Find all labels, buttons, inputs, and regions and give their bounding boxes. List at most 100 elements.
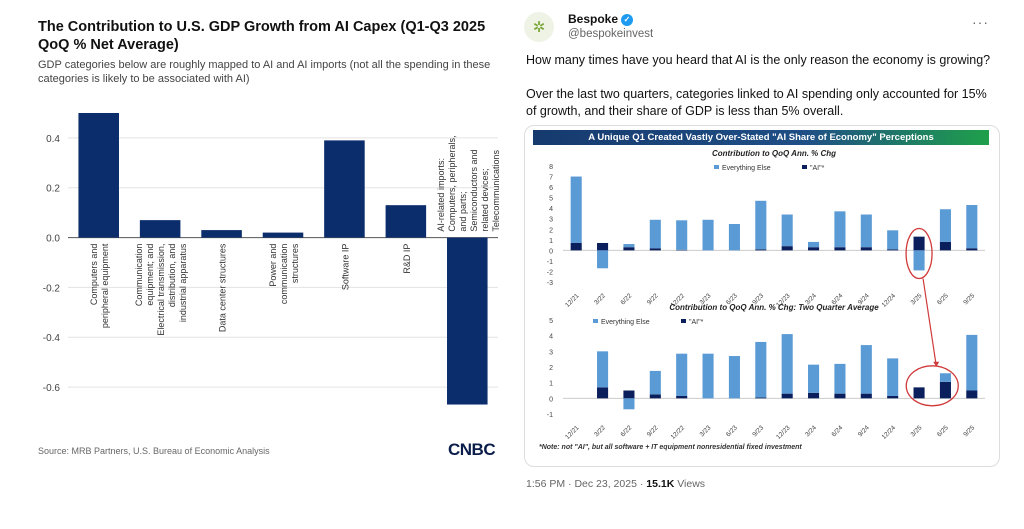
legend-label-everything-else: Everything Else — [722, 165, 771, 172]
x-tick-label: 12/21 — [564, 292, 581, 309]
x-tick-label: 6/23 — [725, 424, 739, 438]
source-note: Source: MRB Partners, U.S. Bureau of Eco… — [38, 446, 270, 456]
ai-bar — [649, 248, 661, 251]
everything-else-bar — [676, 353, 688, 396]
x-tick-label: Data center structures — [218, 243, 228, 332]
x-tick-label-line: R&D IP — [402, 244, 412, 274]
ai-bar — [834, 393, 846, 399]
everything-else-bar — [623, 244, 635, 248]
ai-bar — [597, 242, 609, 251]
x-tick-label-line: Semiconductors and — [469, 150, 479, 232]
x-tick-label-line: Electrical transmission, — [156, 244, 166, 336]
x-tick-label: 6/22 — [619, 424, 633, 438]
x-tick-label-line: Power and — [268, 244, 278, 287]
x-tick-label: Software IP — [340, 244, 350, 291]
y-tick-label: -1 — [547, 259, 553, 266]
everything-else-bar — [939, 373, 951, 382]
x-tick-label-line: Communication — [134, 244, 144, 307]
ai-bar — [676, 249, 688, 251]
author-handle[interactable]: @bespokeinvest — [568, 28, 654, 40]
everything-else-bar — [702, 353, 714, 399]
more-options-icon[interactable]: ··· — [972, 14, 989, 30]
x-tick-label: 12/21 — [564, 424, 581, 441]
chart-title: Contribution to QoQ Ann. % Chg — [712, 149, 836, 158]
card-banner: A Unique Q1 Created Vastly Over-Stated "… — [533, 130, 989, 145]
x-tick-label: Communication equipment; and Electrical tr… — [134, 243, 188, 336]
ai-bar — [939, 381, 951, 399]
ai-bar — [887, 249, 899, 251]
x-tick-label-line: equipment; and — [145, 244, 155, 306]
x-tick-label: 6/25 — [936, 424, 950, 438]
legend-swatch-ai — [681, 319, 686, 323]
tweet-date[interactable]: Dec 23, 2025 — [574, 478, 637, 490]
x-tick-label-line: and parts; — [458, 192, 468, 232]
y-tick-label: 8 — [549, 164, 553, 171]
everything-else-bar — [913, 250, 925, 271]
y-tick-label: -0.4 — [43, 333, 61, 344]
everything-else-bar — [597, 250, 609, 269]
ai-bar — [860, 247, 872, 251]
x-tick-label: 12/24 — [881, 424, 898, 441]
y-tick-label: 6 — [549, 185, 553, 192]
tweet-meta: 1:56 PM · Dec 23, 2025 · 15.1K Views — [526, 478, 706, 490]
x-tick-label: 3/22 — [593, 292, 607, 306]
y-tick-label: 1 — [549, 238, 553, 245]
x-tick-label: 12/23 — [775, 424, 792, 441]
everything-else-bar — [570, 176, 582, 243]
everything-else-bar — [728, 356, 740, 399]
everything-else-bar — [755, 341, 767, 398]
legend-label-ai: "AI"* — [810, 165, 825, 172]
everything-else-bar — [808, 364, 820, 393]
avatar[interactable]: ✲ — [524, 12, 554, 42]
chart-subtitle: GDP categories below are roughly mapped … — [38, 59, 491, 85]
author-name[interactable]: Bespoke ✓ — [568, 12, 634, 26]
x-tick-label: 9/25 — [962, 424, 976, 438]
bar — [139, 220, 181, 238]
y-tick-label: -2 — [547, 269, 553, 276]
y-tick-label: 1 — [549, 381, 553, 388]
cnbc-logo: CNBC — [448, 440, 496, 459]
bar — [447, 237, 488, 405]
ai-bar — [755, 397, 767, 399]
bar — [385, 205, 427, 238]
y-tick-label: -0.2 — [43, 283, 61, 294]
ai-bar — [808, 247, 820, 251]
everything-else-bar — [966, 205, 978, 249]
y-tick-label: 7 — [549, 175, 553, 182]
ai-bar — [808, 392, 820, 399]
x-tick-label-line: distribution, and — [167, 244, 177, 308]
y-tick-label: 2 — [549, 365, 553, 372]
x-tick-label-line: Computers, peripherals, — [447, 136, 457, 232]
tweet-time[interactable]: 1:56 PM — [526, 478, 566, 490]
verified-badge-icon: ✓ — [621, 13, 634, 26]
everything-else-bar — [649, 370, 661, 395]
x-tick-label: 3/23 — [699, 424, 713, 438]
ai-bar — [570, 242, 582, 251]
everything-else-bar — [860, 214, 872, 248]
x-tick-label: 12/24 — [881, 292, 898, 309]
x-tick-label-line: structures — [290, 243, 300, 283]
y-tick-label: 0.0 — [46, 234, 60, 245]
card-note: *Note: not "AI", but all software + IT e… — [539, 444, 802, 451]
bespoke-logo-icon: ✲ — [532, 19, 546, 36]
ai-bar — [913, 236, 925, 251]
x-tick-label: 6/25 — [936, 292, 950, 306]
views-label: Views — [677, 478, 706, 490]
y-tick-label: -3 — [547, 280, 553, 287]
tweet-image-card[interactable]: A Unique Q1 Created Vastly Over-Stated "… — [524, 125, 1000, 467]
bar — [262, 232, 304, 238]
everything-else-bar — [887, 358, 899, 396]
everything-else-bar — [860, 345, 872, 394]
x-tick-label: Computers and peripheral equipment — [89, 243, 110, 328]
ai-bar — [597, 387, 609, 399]
x-tick-label-line: Telecommunications — [491, 150, 501, 232]
x-tick-label-line: Data center structures — [218, 243, 228, 332]
x-tick-label-line: communication — [279, 244, 289, 305]
y-tick-label: 5 — [549, 196, 553, 203]
legend-swatch-ai — [802, 165, 807, 169]
x-tick-label: 9/23 — [751, 424, 765, 438]
legend-label-everything-else: Everything Else — [601, 319, 650, 326]
highlight-circle — [905, 365, 959, 407]
highlight-arrow — [922, 278, 937, 366]
everything-else-bar — [834, 211, 846, 248]
